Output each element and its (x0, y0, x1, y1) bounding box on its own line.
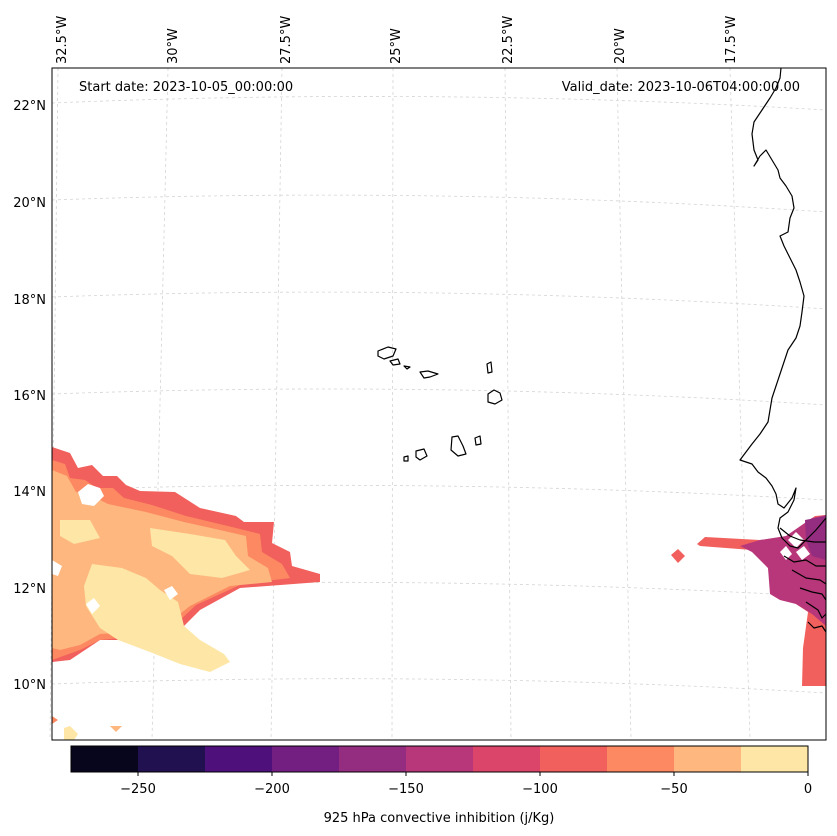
cin-hole-2 (52, 560, 62, 576)
lat-label: 16°N (13, 389, 46, 404)
colorbar-tick-label: 0 (804, 782, 812, 797)
lon-label: 27.5°W (279, 16, 294, 64)
cin-field-west (52, 447, 320, 740)
cin-field-east (671, 515, 826, 686)
lat-label: 22°N (13, 99, 46, 114)
cabo-verde-sao-nicolau (419, 370, 439, 379)
cabo-verde-fogo (415, 448, 428, 461)
cin-speck-2 (110, 726, 122, 732)
colorbar-tick-label: −250 (120, 782, 156, 797)
colorbar-swatch (138, 746, 206, 772)
lon-label: 32.5°W (55, 16, 70, 64)
longitude-labels: 32.5°W 30°W 27.5°W 25°W 22.5°W 20°W 17.5… (55, 16, 739, 64)
colorbar-label: 925 hPa convective inhibition (j/Kg) (324, 811, 555, 826)
lon-label: 22.5°W (501, 16, 516, 64)
start-date-label: Start date: 2023-10-05_00:00:00 (79, 80, 293, 95)
colorbar-swatch (607, 746, 675, 772)
colorbar-tick-label: −100 (522, 782, 558, 797)
colorbar-swatch (71, 746, 139, 772)
cabo-verde-boa-vista (487, 389, 503, 405)
colorbar-ticks: −250 −200 −150 −100 −50 0 (120, 772, 812, 797)
cin-band-0 (60, 520, 250, 672)
cin-hole-east-1 (788, 532, 804, 548)
cin-spot-east (671, 549, 685, 563)
guinea-coastline (779, 527, 827, 633)
cabo-verde-sao-vicente (389, 358, 401, 366)
colorbar (70, 745, 809, 773)
lon-label: 20°W (613, 28, 628, 64)
cabo-verde-santa-luzia (403, 365, 411, 370)
cin-hole-east-2 (796, 546, 810, 560)
colorbar-swatch (272, 746, 340, 772)
cin-hole-4 (164, 586, 178, 600)
colorbar-border (70, 745, 809, 773)
colorbar-tick-label: −200 (254, 782, 290, 797)
coastlines (377, 67, 827, 633)
valid-date-label: Valid_date: 2023-10-06T04:00:00.00 (562, 80, 800, 95)
cin-band-east-minus150 (805, 516, 826, 560)
cabo-verde-santo-antao (377, 346, 397, 360)
cin-hole-3 (86, 598, 100, 614)
lat-label: 10°N (13, 678, 46, 693)
cabo-verde-maio (474, 435, 482, 446)
colorbar-swatch (205, 746, 273, 772)
lon-label: 25°W (389, 28, 404, 64)
lat-label: 12°N (13, 582, 46, 597)
colorbar-tick-label: −50 (660, 782, 687, 797)
colorbar-swatch (406, 746, 474, 772)
colorbar-swatch (741, 746, 809, 772)
colorbar-swatch (674, 746, 742, 772)
lat-label: 18°N (13, 293, 46, 308)
gridlines (49, 67, 827, 741)
colorbar-swatch (473, 746, 541, 772)
colorbar-tick-label: −150 (388, 782, 424, 797)
cin-band-east-minus125 (740, 515, 826, 626)
cin-hole-east-3 (780, 546, 792, 560)
cabo-verde-santiago (450, 435, 467, 457)
lat-label: 14°N (13, 485, 46, 500)
cabo-verde-brava (403, 455, 409, 462)
colorbar-swatch (540, 746, 608, 772)
cin-speck-3 (52, 716, 58, 724)
cin-hole-1 (78, 484, 104, 506)
cabo-verde-sal (486, 361, 493, 374)
colorbar-swatch (339, 746, 407, 772)
africa-coastline (739, 67, 827, 549)
lon-label: 17.5°W (724, 16, 739, 64)
lon-label: 30°W (166, 28, 181, 64)
cin-speck-1 (64, 726, 78, 740)
map-frame (51, 67, 827, 741)
latitude-labels: 22°N 20°N 18°N 16°N 14°N 12°N 10°N (13, 99, 46, 693)
lat-label: 20°N (13, 196, 46, 211)
